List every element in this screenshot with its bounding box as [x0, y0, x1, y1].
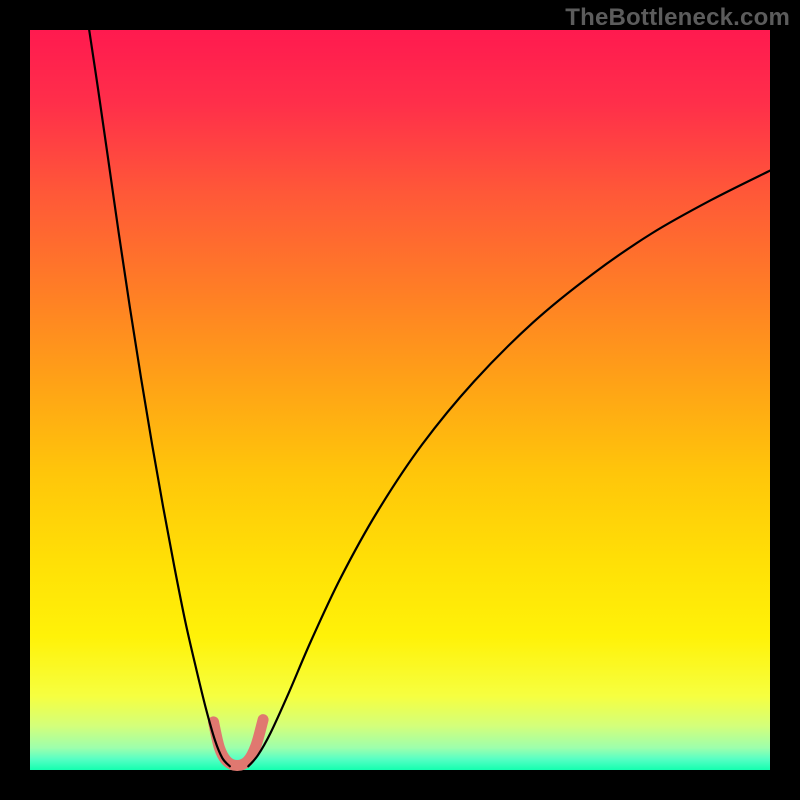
plot-background-gradient [30, 30, 770, 770]
chart-stage: TheBottleneck.com [0, 0, 800, 800]
bottleneck-chart [0, 0, 800, 800]
watermark-text: TheBottleneck.com [565, 4, 790, 32]
